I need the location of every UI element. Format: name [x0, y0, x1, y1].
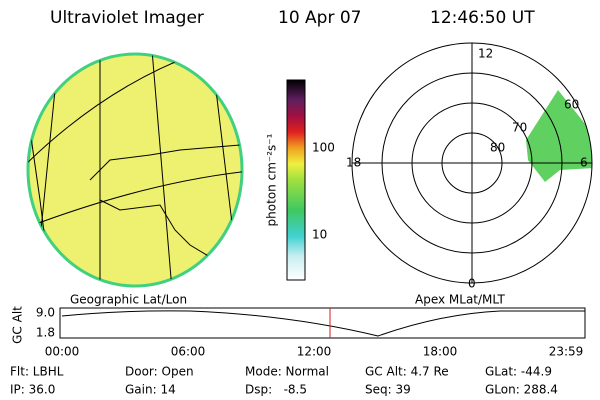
- timeline-ytick: 1.8: [36, 326, 55, 340]
- timeline: [59, 307, 586, 339]
- mlt-label: 6: [580, 156, 588, 170]
- status-field: Dsp: -8.5: [245, 383, 307, 397]
- status-field: Door: Open: [125, 365, 194, 379]
- status-field: GC Alt: 4.7 Re: [365, 365, 449, 379]
- status-field: IP: 36.0: [10, 383, 55, 397]
- panel-label: Apex MLat/MLT: [415, 293, 505, 307]
- mlat-label: 70: [512, 121, 527, 135]
- polar-plot: [351, 42, 593, 284]
- mlat-label: 80: [490, 141, 505, 155]
- mlt-label: 12: [478, 47, 493, 61]
- mlat-label: 60: [564, 98, 579, 112]
- timeline-xtick: 00:00: [45, 345, 80, 359]
- timeline-xtick: 23:59: [549, 345, 584, 359]
- colorbar-tick: 100: [312, 141, 335, 155]
- timeline-ytick: 9.0: [36, 306, 55, 320]
- status-field: Gain: 14: [125, 383, 176, 397]
- globe-image: [26, 52, 244, 288]
- status-field: GLat: -44.9: [485, 365, 552, 379]
- status-field: Seq: 39: [365, 383, 411, 397]
- date: 10 Apr 07: [278, 8, 361, 28]
- time: 12:46:50 UT: [430, 8, 535, 28]
- title: Ultraviolet Imager: [50, 8, 204, 28]
- colorbar: [286, 79, 306, 281]
- timeline-xtick: 18:00: [423, 345, 458, 359]
- colorbar-label: photon cm⁻²s⁻¹: [265, 133, 279, 226]
- mlt-label: 18: [346, 156, 361, 170]
- mlt-label: 0: [468, 277, 476, 291]
- status-field: GLon: 288.4: [485, 383, 558, 397]
- panel-label: Geographic Lat/Lon: [70, 293, 187, 307]
- status-field: Flt: LBHL: [10, 365, 64, 379]
- colorbar-tick: 10: [312, 228, 327, 242]
- timeline-xtick: 12:00: [297, 345, 332, 359]
- timeline-axis-label: GC Alt: [11, 306, 25, 344]
- status-field: Mode: Normal: [245, 365, 329, 379]
- timeline-xtick: 06:00: [171, 345, 206, 359]
